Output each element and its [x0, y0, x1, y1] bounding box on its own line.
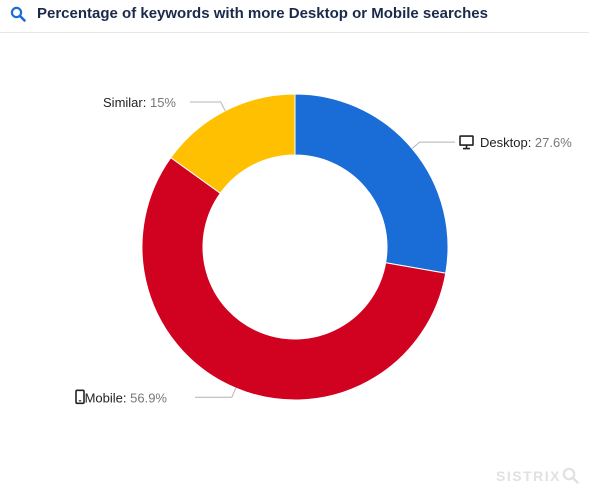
- label-mobile: Mobile: 56.9%: [75, 387, 237, 405]
- data-label-name: Similar:: [103, 95, 150, 110]
- search-icon: [10, 6, 26, 22]
- chart-title: Percentage of keywords with more Desktop…: [37, 5, 488, 22]
- panel-header: Percentage of keywords with more Desktop…: [0, 0, 589, 33]
- leader-line-mobile: [195, 387, 237, 398]
- mobile-icon: [75, 389, 85, 405]
- label-desktop: Desktop: 27.6%: [411, 135, 572, 150]
- data-label-value: 15%: [150, 95, 176, 110]
- desktop-icon: [459, 135, 474, 150]
- slice-desktop: [294, 93, 449, 274]
- data-label-name: Mobile:: [85, 390, 131, 405]
- slice-mobile: [141, 156, 447, 401]
- brand-magnifier-icon: [562, 467, 579, 484]
- label-similar: Similar: 15%: [103, 95, 226, 112]
- leader-line-similar: [190, 101, 226, 112]
- data-label-name: Desktop:: [480, 135, 535, 150]
- brand-text: SISTRIX: [496, 468, 561, 484]
- data-label-value: 56.9%: [130, 390, 167, 405]
- data-label-mobile: Mobile: 56.9%: [85, 390, 168, 405]
- data-label-value: 27.6%: [535, 135, 572, 150]
- data-label-desktop: Desktop: 27.6%: [480, 135, 572, 150]
- slice-similar: [170, 93, 296, 194]
- data-label-similar: Similar: 15%: [103, 95, 176, 110]
- donut-chart: Desktop: 27.6% Mobile: 56.9% Similar: 15%: [75, 93, 572, 405]
- leader-line-desktop: [411, 141, 455, 149]
- sistrix-logo: SISTRIX: [496, 467, 579, 484]
